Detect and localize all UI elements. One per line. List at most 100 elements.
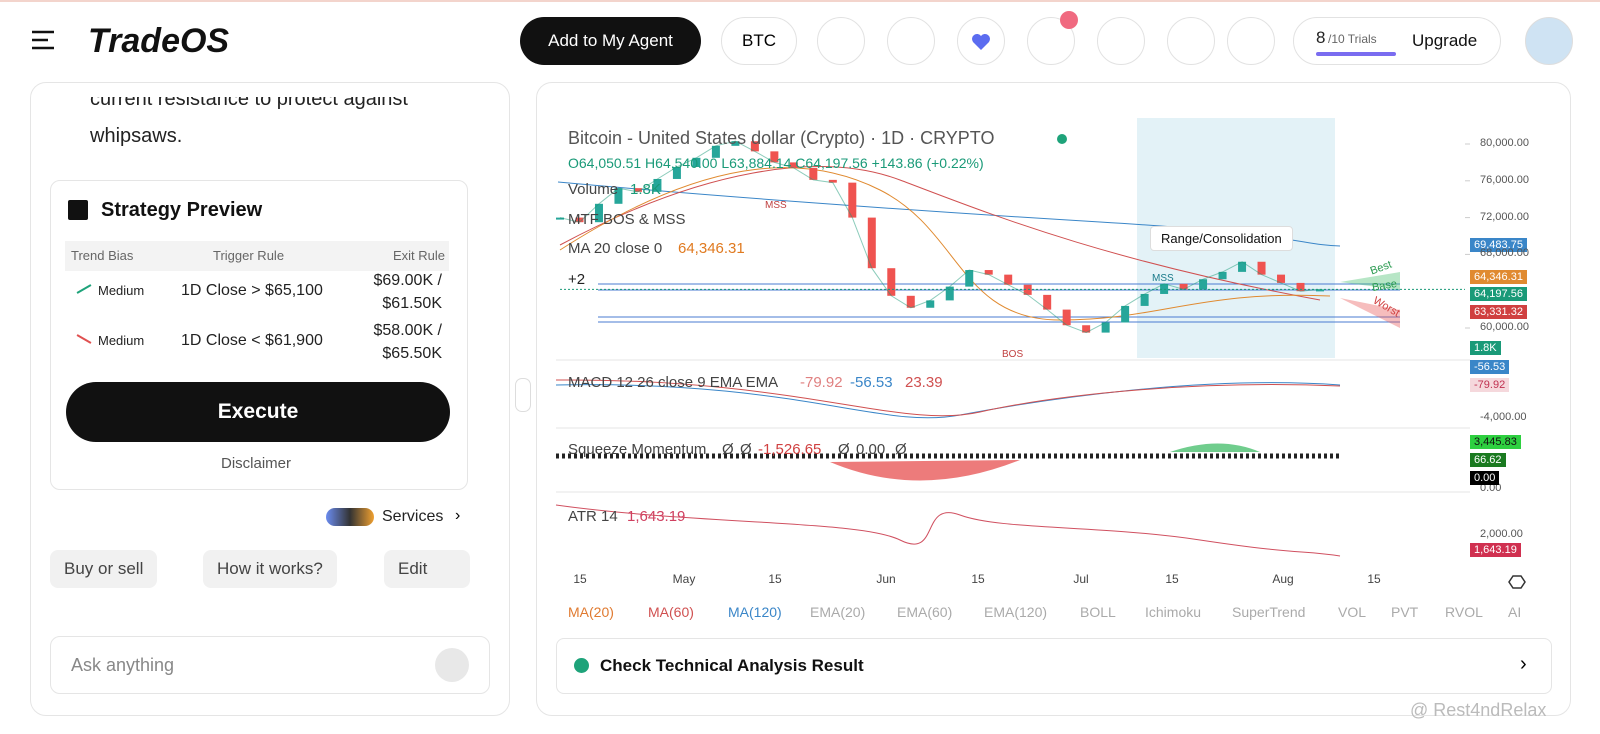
indicator-toggle[interactable]: SuperTrend bbox=[1232, 604, 1306, 620]
candle bbox=[1062, 309, 1071, 326]
top-border bbox=[0, 0, 1600, 2]
candle bbox=[594, 203, 603, 223]
squeeze-value: -1,526.65 bbox=[758, 441, 822, 458]
macd-tag: -79.92 bbox=[1470, 378, 1510, 392]
services-link[interactable]: Services bbox=[382, 508, 444, 525]
suggestion-chip[interactable]: How it works? bbox=[203, 550, 337, 588]
indicator-toggle[interactable]: VOL bbox=[1338, 604, 1367, 620]
column-header: Trigger Rule bbox=[213, 248, 285, 263]
macd-value: 23.39 bbox=[905, 374, 943, 391]
indicator-toggle[interactable]: EMA(20) bbox=[810, 604, 866, 620]
history-button[interactable] bbox=[887, 17, 935, 65]
squeeze-tag: 3,445.83 bbox=[1470, 435, 1521, 449]
x-tick-label: Jun bbox=[876, 572, 896, 586]
y-tick-label: 76,000.00 bbox=[1480, 173, 1529, 186]
candle bbox=[672, 167, 681, 179]
disclaimer-link[interactable]: Disclaimer bbox=[221, 455, 292, 472]
indicator-toggle[interactable]: EMA(120) bbox=[984, 604, 1048, 620]
x-tick-label: 15 bbox=[1165, 572, 1179, 586]
candle bbox=[1199, 279, 1208, 290]
exit-rule: $65.50K bbox=[382, 345, 442, 362]
candle bbox=[1101, 322, 1110, 333]
indicator-toggle[interactable]: Ichimoku bbox=[1145, 604, 1202, 620]
upgrade-button[interactable]: Upgrade bbox=[1412, 31, 1478, 50]
candle bbox=[828, 179, 837, 183]
chat-input[interactable] bbox=[50, 636, 490, 694]
x-tick-label: 15 bbox=[971, 572, 985, 586]
indicator-toggle[interactable]: RVOL bbox=[1445, 604, 1483, 620]
menu-icon[interactable] bbox=[30, 28, 58, 52]
candle bbox=[1140, 293, 1149, 306]
indicator-toggle[interactable]: PVT bbox=[1391, 604, 1419, 620]
strategy-icon bbox=[68, 200, 88, 220]
chevron: › bbox=[1520, 653, 1527, 675]
exit-rule: $61.50K bbox=[382, 295, 442, 312]
send-button[interactable] bbox=[435, 648, 469, 682]
hidden-count: +2 bbox=[568, 271, 586, 288]
candle bbox=[1316, 289, 1324, 292]
suggestion-chip[interactable]: Edit this bbox=[384, 550, 470, 588]
settings-icon[interactable] bbox=[1508, 575, 1526, 589]
trials-total: /10 Trials bbox=[1328, 32, 1377, 46]
x-tick-label: May bbox=[672, 572, 696, 586]
chevron: › bbox=[455, 507, 461, 524]
indicator-toggle[interactable]: MA(60) bbox=[648, 604, 694, 620]
y-tick-label: 68,000.00 bbox=[1480, 247, 1529, 260]
column-header: Trend Bias bbox=[71, 248, 134, 263]
symbol-button[interactable]: BTC bbox=[721, 17, 797, 65]
signal-line bbox=[555, 379, 1341, 417]
candle bbox=[575, 217, 584, 223]
ma-line bbox=[557, 181, 1341, 247]
candle bbox=[731, 141, 740, 146]
candle bbox=[1277, 274, 1286, 283]
candle bbox=[1043, 294, 1052, 310]
trigger-rule: 1D Close < $61,900 bbox=[181, 332, 323, 349]
favorite-button[interactable] bbox=[957, 17, 1005, 65]
candle bbox=[770, 151, 779, 163]
squeeze-value: Ø bbox=[895, 441, 907, 458]
resize-handle[interactable] bbox=[515, 378, 531, 412]
price-tag: 1.8K bbox=[1470, 341, 1501, 355]
analysis-bar[interactable] bbox=[556, 638, 1552, 694]
chart-title: Bitcoin - United States dollar (Crypto) … bbox=[568, 128, 995, 148]
candle bbox=[848, 182, 857, 218]
indicator-toggle[interactable]: BOLL bbox=[1080, 604, 1116, 620]
volume-value: 1.8K bbox=[630, 181, 661, 198]
facebook-button[interactable] bbox=[1227, 17, 1275, 65]
x-tick-label: Aug bbox=[1272, 572, 1294, 586]
ma-line bbox=[559, 166, 1321, 301]
indicator-toggle[interactable]: MA(120) bbox=[728, 604, 782, 620]
y-tick-label: 80,000.00 bbox=[1480, 137, 1529, 149]
price-tag: 64,346.31 bbox=[1470, 270, 1527, 284]
ohlc: O64,050.51 H64,540.00 L63,884.14 C64,197… bbox=[568, 155, 984, 171]
candle bbox=[1179, 283, 1188, 290]
candle bbox=[750, 141, 759, 152]
squeeze-tag: 0.00 bbox=[1470, 471, 1500, 485]
price-tag: 63,331.32 bbox=[1470, 305, 1527, 319]
indicator-toggle[interactable]: MA(20) bbox=[568, 604, 614, 620]
logo[interactable]: TradeOS bbox=[88, 22, 230, 60]
bos-label: BOS bbox=[1002, 349, 1024, 360]
add-agent-button[interactable]: Add to My Agent bbox=[520, 17, 701, 65]
column-header: Exit Rule bbox=[393, 248, 446, 263]
candle bbox=[1257, 261, 1266, 275]
candle bbox=[965, 270, 974, 287]
candle bbox=[945, 286, 954, 301]
candle bbox=[867, 217, 876, 269]
telegram-button[interactable] bbox=[1167, 17, 1215, 65]
execute-button[interactable]: Execute bbox=[66, 382, 450, 442]
exit-rule: $69.00K / bbox=[373, 272, 443, 289]
squeeze-axis-label: 0.00 bbox=[1480, 482, 1502, 494]
candle bbox=[1023, 284, 1032, 295]
message-line: current resistance to protect against bbox=[90, 88, 408, 110]
indicator-toggle[interactable]: EMA(60) bbox=[897, 604, 953, 620]
tool-button[interactable] bbox=[817, 17, 865, 65]
candle bbox=[653, 178, 662, 192]
suggestion-chip[interactable]: Buy or sell bbox=[50, 550, 158, 588]
atr-line bbox=[555, 504, 1341, 557]
candle bbox=[711, 145, 720, 158]
trigger-rule: 1D Close > $65,100 bbox=[181, 282, 323, 299]
refresh-button[interactable] bbox=[1097, 17, 1145, 65]
avatar[interactable] bbox=[1525, 17, 1573, 65]
indicator-toggle[interactable]: AI bbox=[1508, 604, 1522, 620]
